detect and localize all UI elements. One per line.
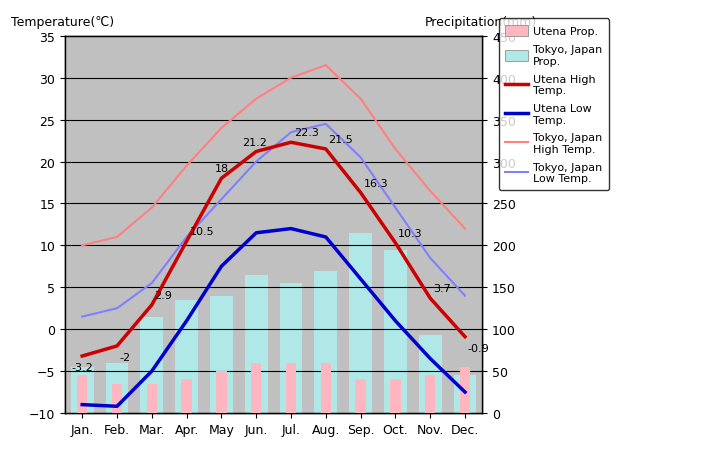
Bar (315, 271, 337, 413)
Bar (460, 367, 470, 413)
Bar (106, 363, 128, 413)
Text: 22.3: 22.3 (294, 128, 319, 138)
Bar (175, 300, 198, 413)
Text: -0.9: -0.9 (468, 343, 490, 353)
Bar (390, 380, 400, 413)
Text: Temperature(℃): Temperature(℃) (11, 16, 114, 29)
Text: 16.3: 16.3 (364, 178, 388, 188)
Bar (181, 380, 192, 413)
Text: -2: -2 (120, 352, 131, 362)
Bar (279, 284, 302, 413)
Text: 2.9: 2.9 (155, 290, 173, 300)
Bar (140, 317, 163, 413)
Bar (71, 367, 94, 413)
Bar (251, 363, 261, 413)
Bar (454, 375, 477, 413)
Bar (349, 233, 372, 413)
Text: 10.5: 10.5 (189, 227, 214, 237)
Text: Precipitation(mm): Precipitation(mm) (424, 16, 536, 29)
Bar (356, 380, 366, 413)
Text: 10.3: 10.3 (398, 229, 423, 238)
Text: 21.5: 21.5 (328, 135, 354, 145)
Bar (286, 363, 296, 413)
Bar (147, 384, 157, 413)
Bar (216, 371, 227, 413)
Text: 18: 18 (215, 164, 228, 174)
Bar (245, 275, 268, 413)
Bar (384, 250, 407, 413)
Text: -3.2: -3.2 (71, 362, 93, 372)
Bar (320, 363, 331, 413)
Text: 21.2: 21.2 (243, 137, 267, 147)
Bar (77, 375, 87, 413)
Bar (112, 384, 122, 413)
Legend: Utena Prop., Tokyo, Japan
Prop., Utena High
Temp., Utena Low
Temp., Tokyo, Japan: Utena Prop., Tokyo, Japan Prop., Utena H… (499, 19, 609, 190)
Text: 3.7: 3.7 (433, 284, 451, 294)
Bar (425, 375, 436, 413)
Bar (419, 336, 441, 413)
Bar (210, 296, 233, 413)
